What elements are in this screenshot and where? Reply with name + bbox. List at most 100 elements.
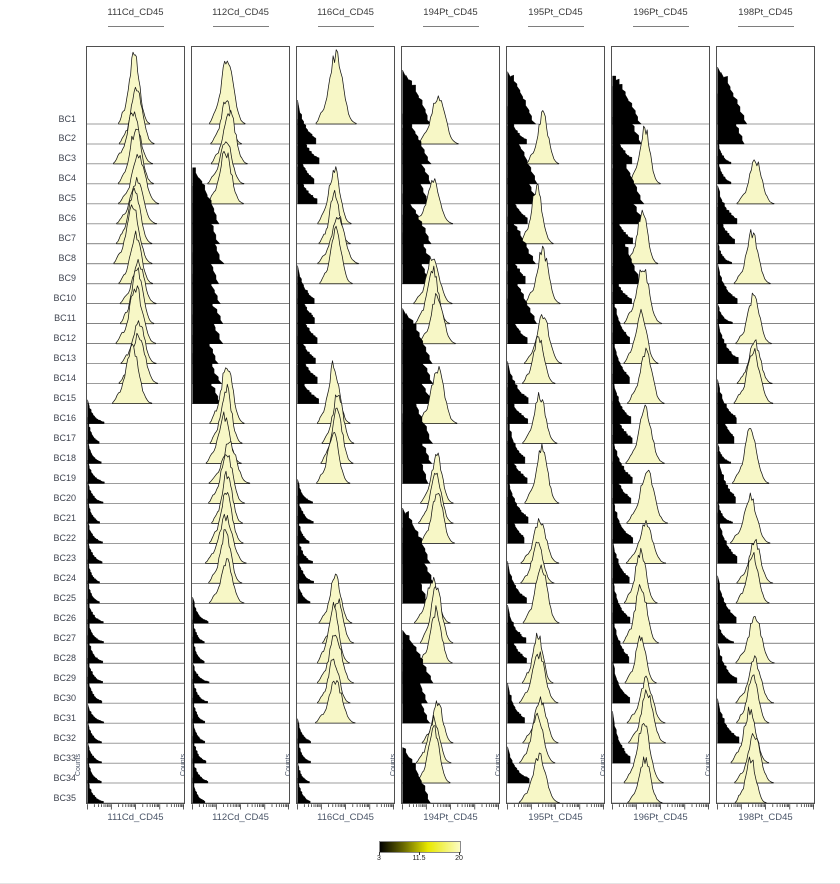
- positive-histogram: [628, 689, 666, 744]
- column-title: 111Cd_CD45: [107, 7, 164, 18]
- column-title: 198Pt_CD45: [738, 7, 793, 18]
- ridge-row-BC32: [192, 718, 289, 744]
- negative-histogram: [612, 498, 633, 544]
- ridge-row-BC32: [717, 698, 814, 744]
- ridge-row-BC35: [612, 756, 709, 803]
- negative-histogram: [192, 679, 208, 704]
- colorbar-label-mid: 11.5: [412, 855, 426, 862]
- x-axis-ticks: [612, 804, 709, 810]
- panel-111Cd_CD45: [86, 46, 185, 804]
- ridge-row-BC2: [612, 85, 709, 145]
- row-label-bc33: BC33: [53, 752, 76, 763]
- row-label-bc30: BC30: [53, 692, 76, 703]
- negative-histogram: [507, 441, 528, 484]
- panel-198Pt_CD45: [716, 46, 815, 804]
- ridge-row-BC12: [507, 298, 604, 344]
- positive-histogram: [522, 392, 558, 444]
- negative-histogram: [717, 643, 738, 684]
- row-label-bc11: BC11: [54, 313, 76, 324]
- positive-histogram: [732, 428, 770, 484]
- ridge-row-BC1: [717, 67, 814, 125]
- negative-histogram: [717, 92, 745, 145]
- row-label-bc18: BC18: [53, 453, 76, 463]
- row-label-bc14: BC14: [53, 373, 76, 384]
- ridge-row-BC23: [507, 518, 604, 564]
- ridge-row-BC16: [507, 387, 604, 424]
- ridge-row-BC20: [87, 481, 184, 504]
- negative-histogram: [87, 721, 102, 744]
- column-title-underline: [107, 26, 164, 27]
- ridge-row-BC22: [192, 492, 289, 544]
- negative-histogram: [297, 778, 311, 803]
- positive-histogram: [519, 183, 554, 245]
- ridge-row-BC29: [612, 635, 709, 684]
- negative-histogram: [507, 604, 527, 644]
- positive-histogram: [118, 51, 151, 125]
- negative-histogram: [507, 298, 528, 344]
- y-axis-title-counts: Counts: [495, 753, 502, 777]
- ridge-row-BC23: [297, 536, 394, 564]
- ridge-row-BC16: [717, 379, 814, 424]
- ridge-row-BC35: [87, 780, 184, 803]
- panel-plot-116Cd_CD45: [297, 49, 394, 803]
- ridge-row-BC27: [717, 620, 814, 644]
- positive-histogram: [626, 520, 667, 564]
- ridge-row-BC20: [612, 461, 709, 504]
- ridge-row-BC28: [87, 635, 184, 664]
- ridge-row-BC26: [717, 575, 814, 624]
- ridge-row-BC23: [87, 539, 184, 564]
- negative-histogram: [87, 481, 104, 504]
- ridge-row-BC28: [297, 601, 394, 664]
- ridge-row-BC19: [87, 460, 184, 484]
- positive-histogram: [113, 204, 153, 265]
- negative-histogram: [717, 575, 737, 624]
- x-axis-title: 194Pt_CD45: [423, 812, 478, 823]
- ridge-row-BC9: [717, 229, 814, 285]
- column-title: 112Cd_CD45: [212, 7, 269, 18]
- negative-histogram: [717, 206, 735, 244]
- ridge-row-BC19: [297, 432, 394, 484]
- negative-histogram: [507, 561, 527, 604]
- negative-histogram: [192, 758, 209, 784]
- negative-histogram: [297, 100, 317, 145]
- ridge-row-BC34: [192, 758, 289, 784]
- negative-histogram: [192, 636, 205, 664]
- ridge-row-BC25: [87, 580, 184, 604]
- negative-histogram: [717, 156, 732, 185]
- positive-histogram: [209, 60, 246, 125]
- row-label-bc32: BC32: [53, 732, 76, 743]
- positive-histogram: [208, 558, 245, 604]
- positive-histogram: [208, 529, 243, 584]
- positive-histogram: [519, 712, 556, 764]
- ridge-row-BC12: [717, 292, 814, 345]
- ridge-row-BC18: [612, 404, 709, 464]
- ridge-row-BC31: [717, 674, 814, 724]
- ridge-row-BC1: [507, 71, 604, 125]
- negative-histogram: [87, 559, 100, 584]
- ridge-row-BC10: [612, 266, 709, 304]
- row-label-bc22: BC22: [53, 532, 76, 543]
- negative-histogram: [297, 515, 310, 544]
- ridge-row-BC21: [507, 474, 604, 524]
- negative-histogram: [717, 303, 733, 324]
- ridge-row-BC19: [507, 441, 604, 484]
- ridge-row-BC3: [297, 119, 394, 165]
- ridge-row-BC14: [297, 336, 394, 384]
- row-label-bc34: BC34: [53, 772, 76, 783]
- positive-histogram: [735, 615, 775, 664]
- ridge-row-BC14: [612, 332, 709, 384]
- positive-histogram: [419, 493, 455, 544]
- panel-196Pt_CD45: [611, 46, 710, 804]
- ridge-row-BC14: [507, 336, 604, 384]
- row-label-bc26: BC26: [53, 612, 76, 623]
- ridge-row-BC18: [507, 417, 604, 464]
- negative-histogram: [192, 736, 207, 764]
- ridge-row-BC19: [612, 434, 709, 484]
- x-axis-title: 196Pt_CD45: [633, 812, 688, 823]
- negative-histogram: [717, 185, 738, 225]
- ridge-row-BC8: [717, 242, 814, 265]
- negative-histogram: [612, 661, 630, 704]
- positive-histogram: [627, 756, 663, 803]
- column-title: 194Pt_CD45: [423, 7, 478, 18]
- row-label-bc25: BC25: [53, 592, 76, 603]
